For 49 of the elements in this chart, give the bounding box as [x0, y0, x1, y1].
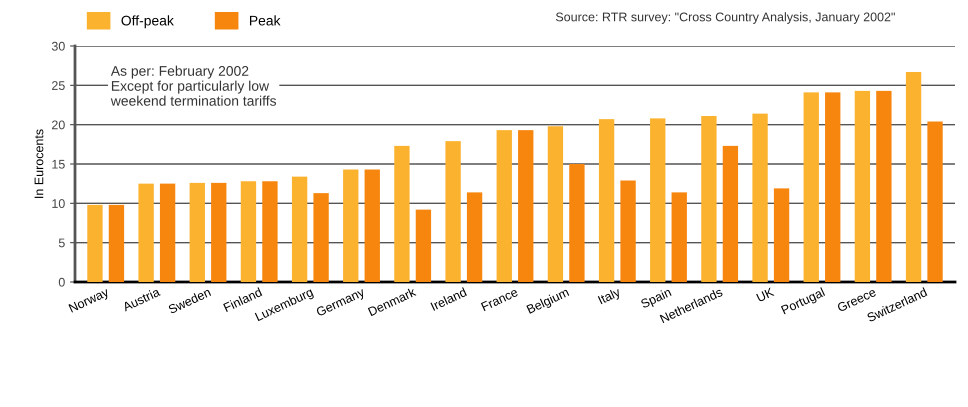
y-tick-label: 0 [58, 278, 65, 287]
bar [343, 170, 358, 282]
bar [774, 188, 790, 282]
bar [496, 130, 512, 282]
bar [313, 193, 329, 282]
x-tick-label: France [480, 288, 518, 312]
bar [445, 141, 461, 282]
bar [394, 146, 410, 282]
y-tick-label: 20 [52, 120, 65, 130]
y-tick-label: 30 [52, 42, 65, 51]
bar [804, 92, 819, 282]
bar [87, 204, 103, 282]
legend-label: Peak [250, 15, 281, 26]
source-note: Source: RTR survey: "Cross Country Analysis, January 2002" [556, 12, 895, 24]
bar [108, 204, 124, 282]
bar [262, 181, 278, 282]
bar [569, 164, 585, 282]
bar [548, 126, 564, 282]
bar [598, 119, 614, 282]
bar [518, 130, 534, 282]
bar [650, 118, 666, 282]
bar [190, 182, 205, 282]
bar [876, 90, 892, 282]
annotation: As per: February 2002 Except for particularly low weekend termination tariffs [110, 66, 276, 106]
bar [620, 180, 636, 282]
x-tick-label: UK [756, 287, 775, 302]
y-tick-label: 25 [52, 81, 65, 90]
y-tick-label: 15 [52, 160, 65, 169]
y-tick-label: 5 [58, 238, 65, 248]
y-tick-label: 10 [52, 199, 65, 208]
legend-label: Off-peak [121, 15, 174, 28]
y-axis-title: In Eurocents [34, 129, 44, 198]
bar [825, 92, 840, 282]
bar [722, 146, 738, 282]
x-tick-label: Italy [598, 286, 622, 307]
bar [240, 181, 256, 282]
bar [906, 72, 922, 282]
bar [672, 192, 687, 282]
bar [466, 192, 482, 282]
bar [364, 170, 380, 282]
bar [854, 90, 870, 282]
bar [292, 176, 308, 282]
bar [752, 114, 768, 282]
bar [416, 210, 432, 282]
bar [160, 184, 176, 282]
bar [701, 116, 717, 282]
bar [138, 184, 154, 282]
bar [927, 122, 943, 282]
bar [211, 182, 226, 282]
